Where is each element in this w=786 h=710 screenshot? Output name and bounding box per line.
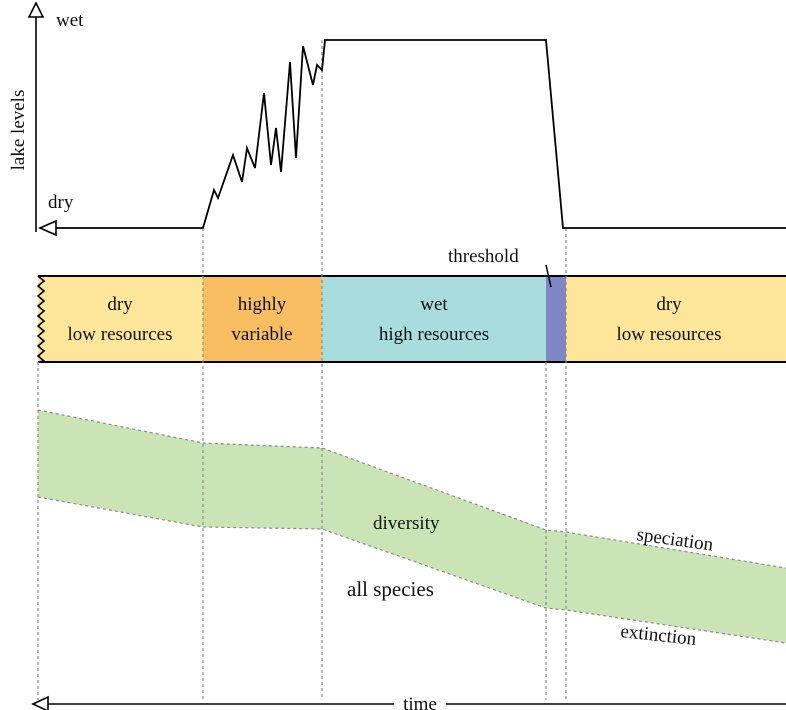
lake-level-curve xyxy=(56,39,786,229)
time-label: time xyxy=(403,694,437,710)
phase-variable-line1: highly xyxy=(238,294,287,315)
phase-variable-line2: variable xyxy=(231,324,292,345)
dry-label: dry xyxy=(48,192,74,213)
phase-dry-late-line2: low resources xyxy=(617,324,722,345)
time-arrowhead-icon xyxy=(31,695,49,710)
dry-arrowhead-icon xyxy=(38,219,57,237)
diversity-label: diversity xyxy=(373,513,440,534)
all-species-label: all species xyxy=(347,577,434,601)
phase-dry-late-line1: dry xyxy=(656,294,682,315)
phase-dry-late xyxy=(566,276,786,362)
phase-dry-early-line1: dry xyxy=(107,294,133,315)
extinction-boundary xyxy=(37,496,786,644)
phase-threshold xyxy=(546,276,566,362)
phase-highly-variable xyxy=(203,276,322,362)
speciation-boundary xyxy=(37,409,786,569)
threshold-pointer xyxy=(545,264,552,288)
diversity-band xyxy=(38,410,786,643)
wet-arrowhead-icon xyxy=(27,1,45,18)
phase-wet-line1: wet xyxy=(420,294,448,315)
phase-dry-early xyxy=(38,276,203,362)
phase-wet xyxy=(322,276,546,362)
phase-wet-line2: high resources xyxy=(379,324,489,345)
phase-dry-early-line2: low resources xyxy=(68,324,173,345)
threshold-label: threshold xyxy=(448,246,519,267)
wet-label: wet xyxy=(56,10,84,31)
phase-guides xyxy=(37,40,567,700)
lake-levels-axis-label: lake levels xyxy=(8,90,29,171)
phase-bar-zigzag-edge xyxy=(36,275,46,363)
